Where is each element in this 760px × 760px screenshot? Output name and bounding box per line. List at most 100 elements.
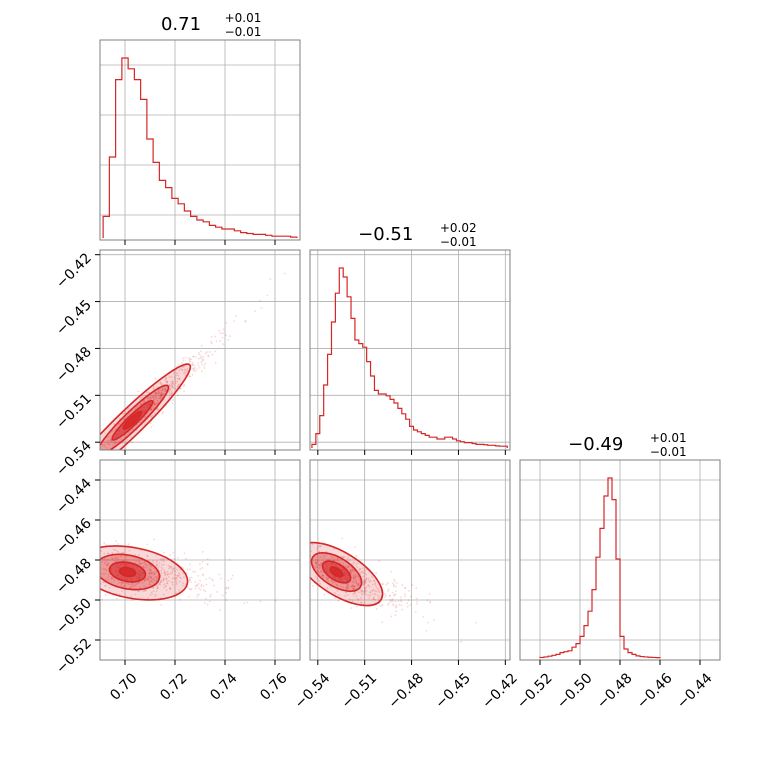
sample-point — [155, 564, 158, 567]
sample-point — [187, 595, 190, 598]
sample-point — [91, 459, 93, 461]
sample-point — [169, 587, 172, 589]
sample-point — [353, 569, 356, 572]
sample-point — [353, 592, 356, 595]
sample-point — [171, 386, 174, 389]
sample-point — [188, 588, 191, 590]
sample-point — [152, 587, 155, 590]
sample-point — [131, 441, 133, 444]
sample-point — [161, 393, 164, 396]
sample-point — [134, 593, 137, 596]
sample-point — [139, 421, 142, 424]
sample-point — [99, 455, 101, 457]
sample-point — [356, 605, 358, 608]
sample-point — [146, 569, 149, 571]
sample-point — [353, 577, 356, 579]
sample-point — [349, 570, 352, 572]
sample-point — [163, 571, 166, 574]
sample-point — [178, 369, 181, 372]
sample-point — [148, 583, 151, 586]
sample-point — [199, 567, 202, 570]
sample-point — [305, 559, 307, 561]
sample-point — [363, 580, 365, 583]
sample-point — [194, 370, 197, 373]
sample-point — [118, 440, 121, 443]
sample-point — [159, 583, 162, 586]
sample-point — [349, 598, 351, 601]
sample-point — [156, 586, 159, 589]
sample-point — [350, 569, 352, 571]
sample-point — [110, 577, 113, 580]
sample-point — [96, 459, 98, 461]
sample-point — [356, 584, 359, 587]
sample-point — [325, 575, 328, 578]
sample-point — [203, 601, 206, 604]
sample-point — [190, 576, 193, 579]
sample-point — [154, 593, 157, 596]
sample-point — [177, 363, 180, 366]
sample-point — [110, 439, 113, 442]
sample-point — [94, 452, 96, 454]
sample-point — [326, 587, 329, 590]
sample-point — [156, 578, 158, 580]
sample-point — [358, 583, 360, 585]
sample-point — [345, 587, 348, 590]
sample-point — [106, 442, 109, 445]
sample-point — [153, 567, 155, 570]
sample-point — [105, 453, 107, 455]
sample-point — [364, 579, 366, 582]
sample-point — [179, 576, 181, 579]
sample-point — [170, 393, 173, 395]
sample-point — [170, 565, 173, 568]
sample-point — [362, 584, 365, 587]
sample-point — [183, 365, 186, 368]
sample-point — [150, 576, 152, 579]
sample-point — [166, 573, 169, 576]
sample-point — [407, 589, 410, 592]
sample-point — [199, 350, 202, 353]
sample-point — [181, 368, 184, 371]
sample-point — [97, 445, 99, 447]
sample-point — [156, 407, 159, 410]
sample-point — [350, 585, 353, 588]
sample-point — [460, 640, 463, 643]
sample-point — [154, 403, 157, 406]
sample-point — [227, 586, 230, 589]
sample-point — [113, 441, 116, 444]
sample-point — [211, 353, 214, 356]
sample-point — [367, 585, 369, 587]
sample-point — [416, 600, 418, 603]
sample-point — [106, 558, 109, 561]
sample-point — [138, 590, 140, 593]
sample-point — [333, 557, 336, 560]
sample-point — [377, 590, 380, 593]
sample-point — [316, 577, 319, 580]
sample-point — [196, 596, 199, 598]
x-tick-label: −0.50 — [554, 670, 596, 712]
sample-point — [404, 593, 406, 596]
sample-point — [315, 562, 318, 564]
sample-point — [301, 561, 303, 563]
sample-point — [175, 577, 178, 580]
sample-point — [159, 397, 162, 400]
sample-point — [149, 569, 152, 572]
y-tick-label: −0.51 — [53, 391, 95, 433]
sample-point — [221, 594, 224, 597]
sample-point — [227, 579, 230, 582]
sample-point — [92, 460, 94, 462]
sample-point — [354, 574, 356, 576]
sample-point — [165, 389, 167, 392]
sample-point — [116, 550, 119, 552]
sample-point — [149, 408, 152, 411]
sample-point — [164, 574, 167, 577]
sample-point — [152, 396, 155, 399]
sample-point — [136, 405, 139, 408]
sample-point — [199, 588, 202, 591]
sample-point — [171, 584, 174, 586]
sample-point — [141, 562, 144, 565]
sample-point — [96, 462, 98, 464]
sample-point — [224, 334, 227, 337]
sample-point — [131, 582, 134, 585]
sample-point — [106, 468, 108, 470]
sample-point — [130, 429, 133, 432]
